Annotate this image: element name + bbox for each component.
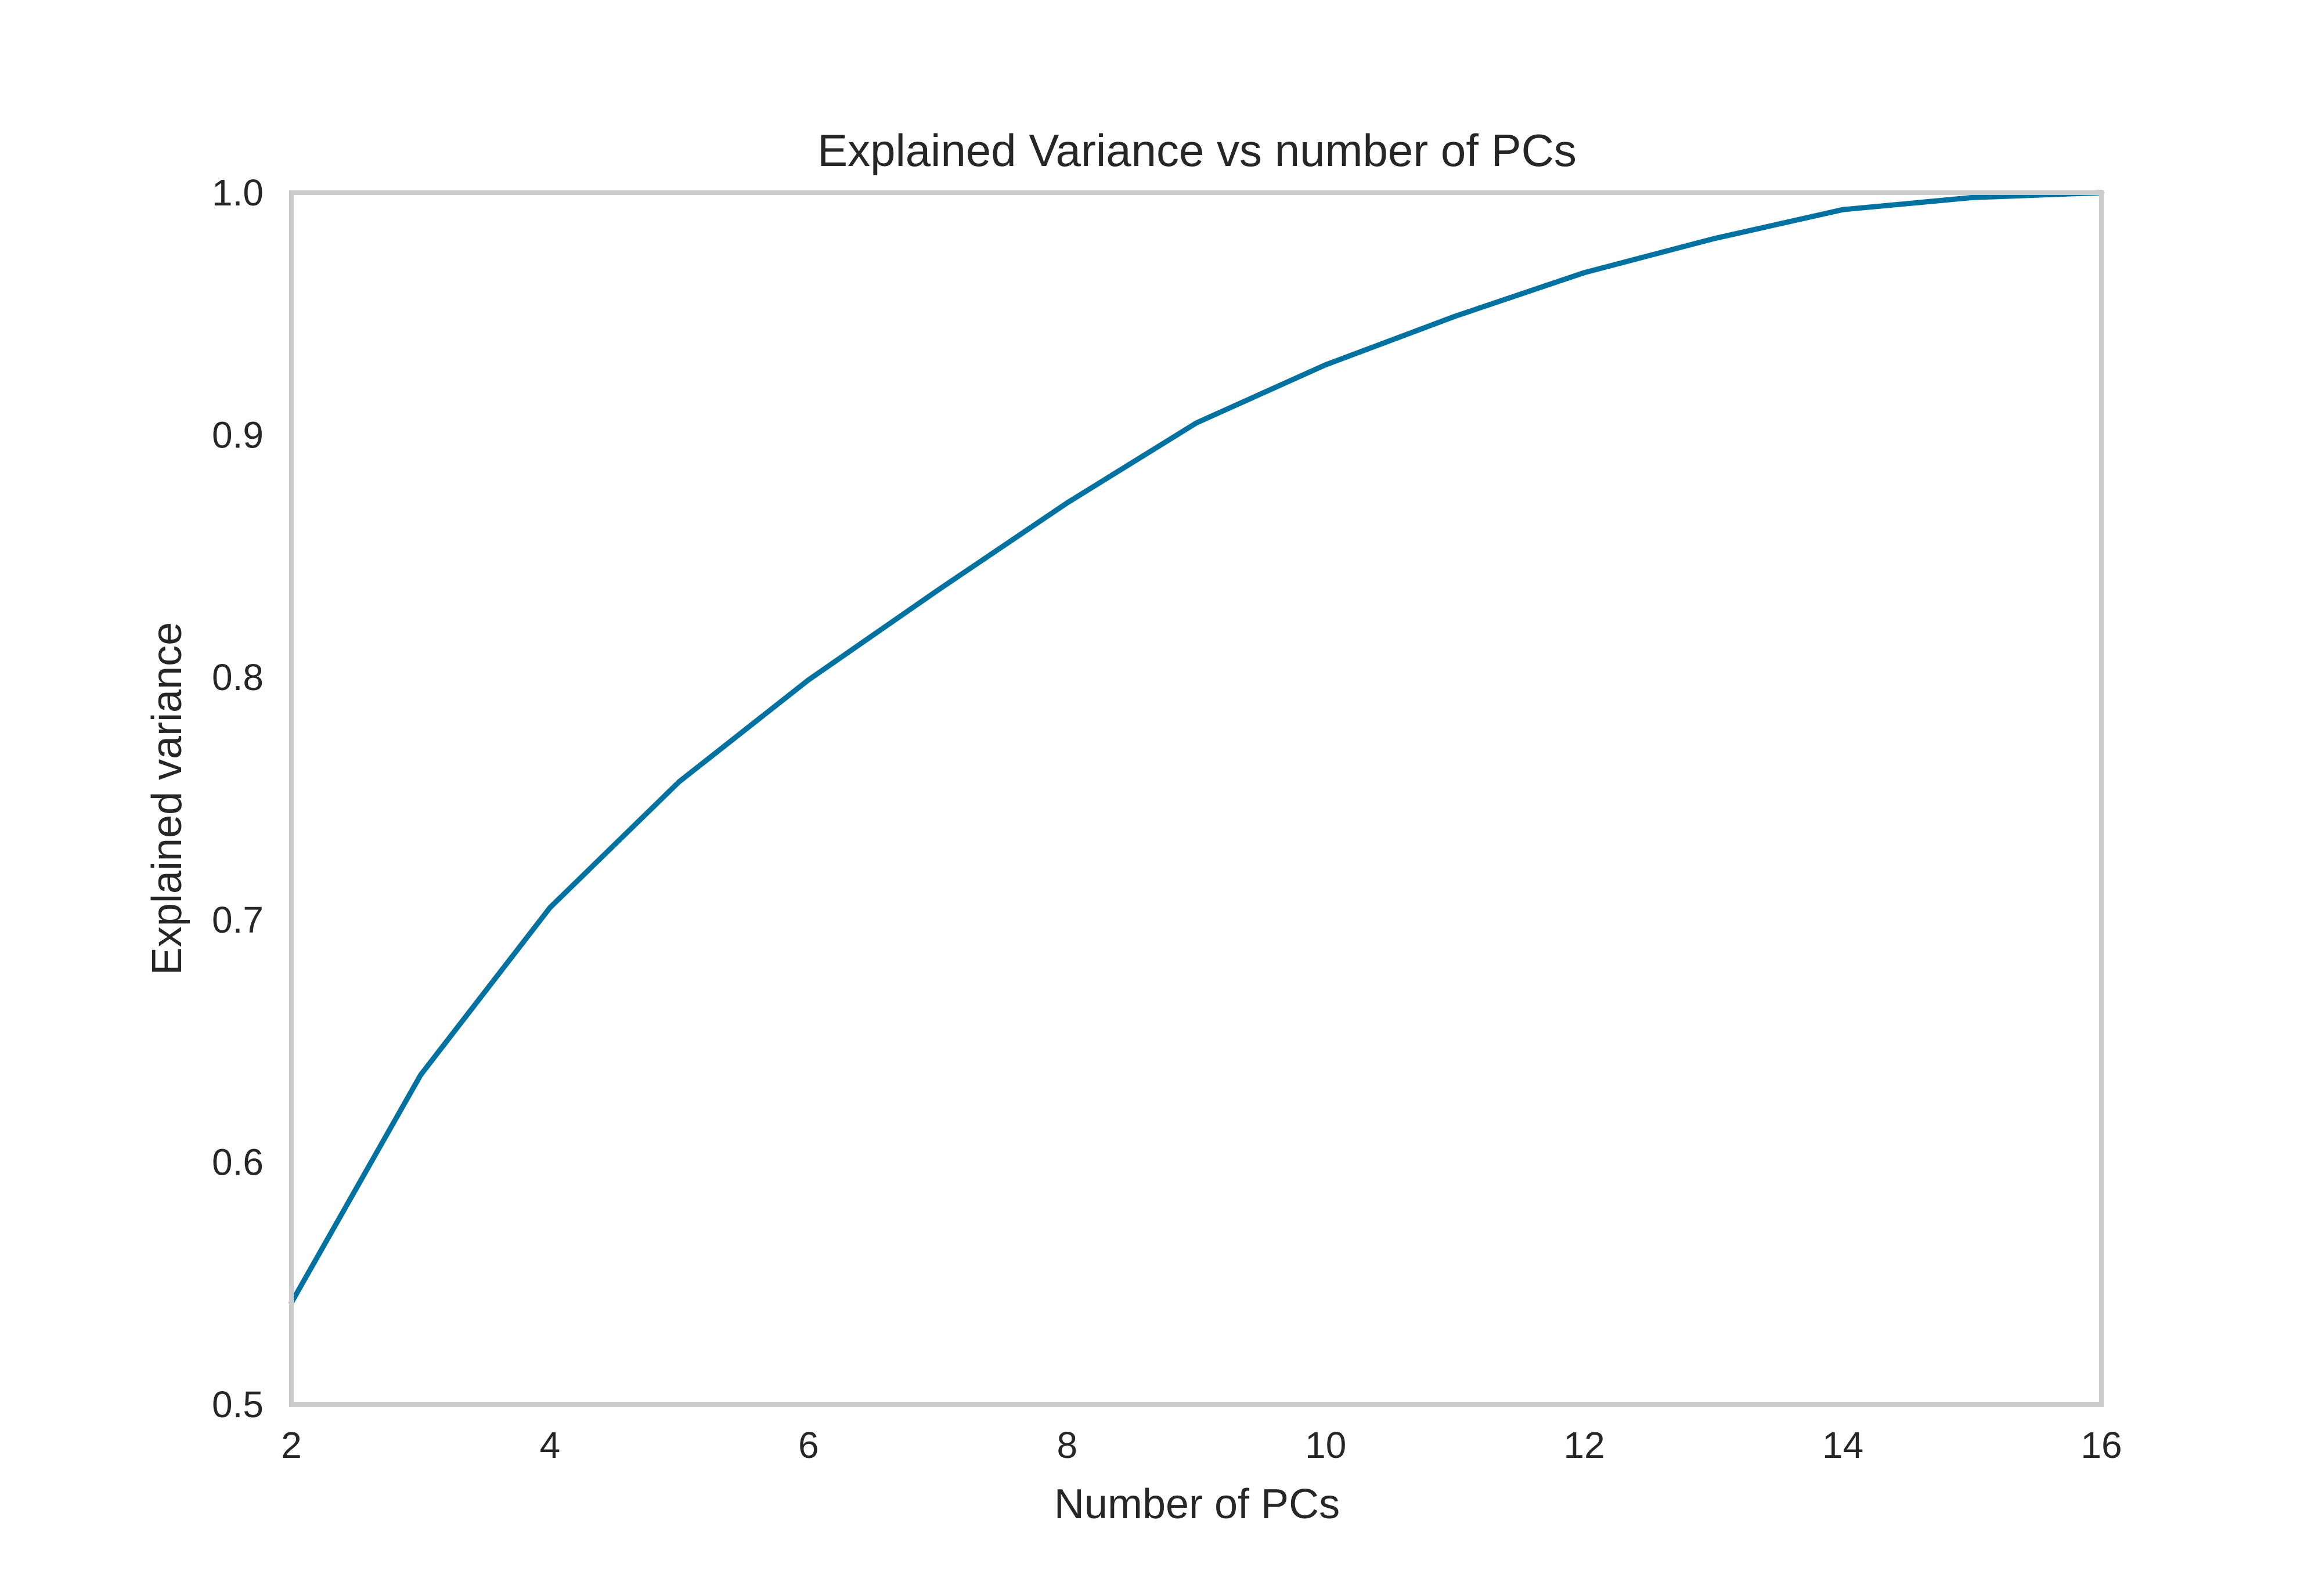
y-tick-label: 0.6 xyxy=(212,1141,264,1183)
plot-frame xyxy=(289,190,2104,1407)
x-tick-label: 4 xyxy=(540,1424,561,1466)
x-tick-label: 8 xyxy=(1057,1424,1077,1466)
y-axis-ticks: 0.5 0.6 0.7 0.8 0.9 1.0 xyxy=(212,172,264,1425)
chart-title: Explained Variance vs number of PCs xyxy=(817,125,1577,176)
y-tick-label: 0.7 xyxy=(212,899,264,941)
y-tick-label: 0.8 xyxy=(212,656,264,698)
y-tick-label: 0.9 xyxy=(212,414,264,456)
series-line xyxy=(289,190,2104,1306)
x-tick-label: 2 xyxy=(281,1424,302,1466)
x-axis-ticks: 2 4 6 8 10 12 14 16 xyxy=(281,1424,2122,1466)
plot-area xyxy=(289,190,2104,1407)
y-axis-label: Explained variance xyxy=(144,622,190,975)
x-tick-label: 6 xyxy=(798,1424,819,1466)
x-tick-label: 12 xyxy=(1564,1424,1605,1466)
y-tick-label: 1.0 xyxy=(212,172,264,214)
x-tick-label: 14 xyxy=(1822,1424,1863,1466)
x-tick-label: 10 xyxy=(1305,1424,1346,1466)
y-tick-label: 0.5 xyxy=(212,1384,264,1425)
series-layer xyxy=(289,190,2104,1306)
x-tick-label: 16 xyxy=(2081,1424,2122,1466)
x-axis-label: Number of PCs xyxy=(1054,1481,1340,1528)
